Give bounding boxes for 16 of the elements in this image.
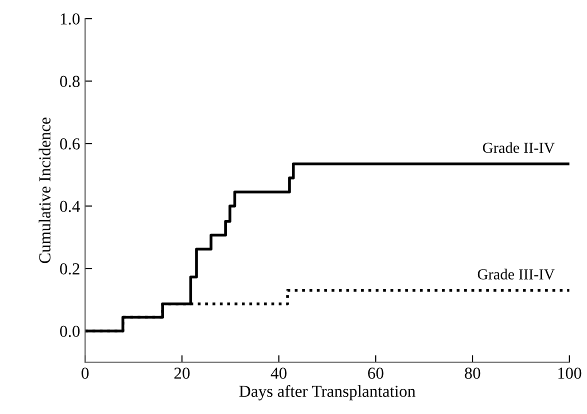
series-label: Grade II-IV xyxy=(482,142,555,154)
x-tick-label: 0 xyxy=(82,368,89,379)
x-tick-label: 20 xyxy=(174,368,190,379)
x-tick-label: 60 xyxy=(368,368,384,379)
y-axis-title: Cumulative Incidence xyxy=(38,118,50,264)
series-label: Grade III-IV xyxy=(478,268,555,280)
y-tick-label: 0.8 xyxy=(60,76,80,88)
y-tick-label: 0.6 xyxy=(60,138,80,150)
x-axis-title: Days after Transplantation xyxy=(239,385,416,400)
y-tick-label: 0.2 xyxy=(60,263,80,275)
y-tick-label: 1.0 xyxy=(60,13,80,25)
x-tick-label: 80 xyxy=(464,368,480,379)
y-tick-label: 0.0 xyxy=(60,326,80,338)
x-tick-label: 100 xyxy=(558,368,582,379)
x-tick-label: 40 xyxy=(270,368,287,379)
y-tick-label: 0.4 xyxy=(60,200,80,212)
